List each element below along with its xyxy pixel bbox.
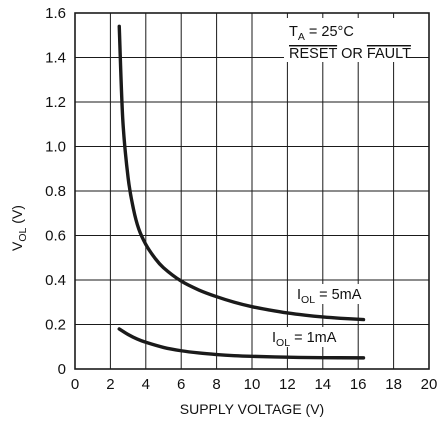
series-label-1ma: IOL = 1mA [272, 330, 337, 349]
x-tick-label-4: 8 [212, 376, 220, 393]
x-axis-title: SUPPLY VOLTAGE (V) [180, 401, 324, 417]
fault-label: FAULT [367, 46, 411, 62]
y-tick-label-0: 0 [58, 361, 66, 378]
ta-sub: A [298, 31, 305, 43]
or-label: OR [337, 46, 367, 62]
series-label-5ma-rest: = 5mA [315, 287, 362, 303]
series-label-1ma-main: I [272, 330, 276, 346]
x-tick-label-3: 6 [177, 376, 185, 393]
y-tick-label-8: 1.6 [45, 5, 66, 22]
x-tick-label-9: 18 [385, 376, 402, 393]
grid [75, 13, 429, 369]
x-tick-label-0: 0 [71, 376, 79, 393]
x-tick-label-10: 20 [421, 376, 438, 393]
x-tick-label-5: 10 [244, 376, 261, 393]
series-label-1ma-sub: OL [276, 337, 290, 349]
x-tick-label-8: 16 [350, 376, 367, 393]
y-tick-label-4: 0.8 [45, 183, 66, 200]
y-axis-title: VOL (V) [9, 205, 29, 251]
series-line-1ma [117, 327, 366, 360]
annotation-background [284, 18, 406, 62]
x-tick-label-1: 2 [106, 376, 114, 393]
y-tick-label-2: 0.4 [45, 272, 66, 289]
x-tick-labels: 0 2 4 6 8 10 12 14 16 18 20 [71, 376, 438, 393]
series-label-1ma-rest: = 1mA [290, 330, 337, 346]
reset-fault-annotation: RESET OR FAULT [289, 46, 411, 62]
series-label-5ma-sub: OL [301, 294, 315, 306]
y-tick-label-6: 1.2 [45, 94, 66, 111]
y-axis-title-unit: (V) [9, 205, 25, 228]
y-tick-label-3: 0.6 [45, 228, 66, 245]
ta-main: T [289, 24, 298, 40]
label-5ma-background [294, 284, 386, 304]
series-line-5ma [117, 24, 366, 322]
y-axis-title-main: V [9, 241, 25, 251]
x-tick-label-7: 14 [314, 376, 331, 393]
y-tick-label-7: 1.4 [45, 50, 66, 67]
x-tick-label-2: 4 [142, 376, 150, 393]
plot-frame [74, 12, 430, 370]
x-tick-label-6: 12 [279, 376, 296, 393]
ta-rest: = 25°C [305, 24, 354, 40]
y-tick-labels: 0 0.2 0.4 0.6 0.8 1.0 1.2 1.4 1.6 [45, 5, 66, 378]
y-tick-label-5: 1.0 [45, 139, 66, 156]
reset-label: RESET [289, 46, 337, 62]
y-axis-title-sub: OL [17, 227, 29, 241]
series-group [117, 24, 366, 360]
y-tick-label-1: 0.2 [45, 317, 66, 334]
ta-annotation: TA = 25°C [289, 24, 354, 43]
series-label-5ma: IOL = 5mA [297, 287, 362, 306]
series-label-5ma-main: I [297, 287, 301, 303]
label-1ma-background [269, 327, 355, 347]
